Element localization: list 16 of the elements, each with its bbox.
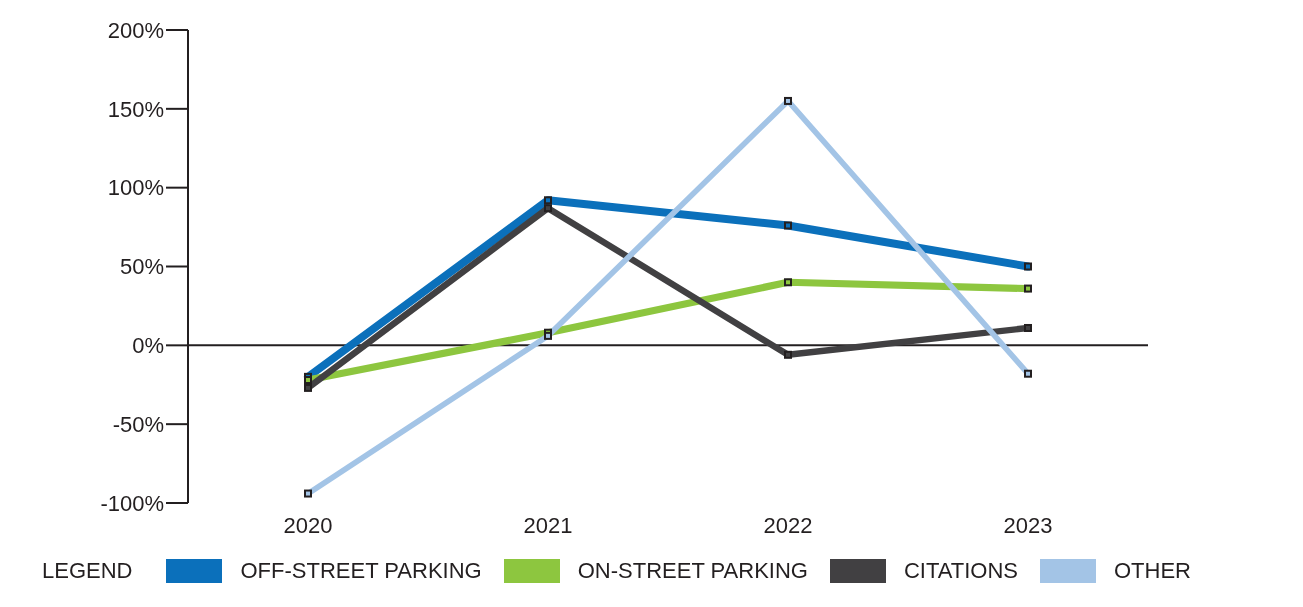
legend-label: ON-STREET PARKING	[577, 558, 808, 584]
y-tick-label: 150%	[107, 96, 164, 122]
x-tick-label: 2023	[1003, 512, 1053, 538]
x-tick-label: 2020	[283, 512, 333, 538]
y-tick-label: 50%	[119, 254, 164, 280]
y-tick-label: -50%	[112, 411, 164, 437]
legend-title: LEGEND	[42, 558, 133, 584]
x-tick-label: 2022	[763, 512, 813, 538]
legend-label: OTHER	[1114, 558, 1191, 584]
y-tick-label: 200%	[107, 17, 164, 43]
y-tick-label: 0%	[132, 333, 164, 359]
x-tick-label: 2021	[523, 512, 573, 538]
y-tick-label: -100%	[100, 490, 164, 516]
legend-label: CITATIONS	[903, 558, 1018, 584]
y-tick-label: 100%	[107, 175, 164, 201]
legend-label: OFF-STREET PARKING	[240, 558, 482, 584]
